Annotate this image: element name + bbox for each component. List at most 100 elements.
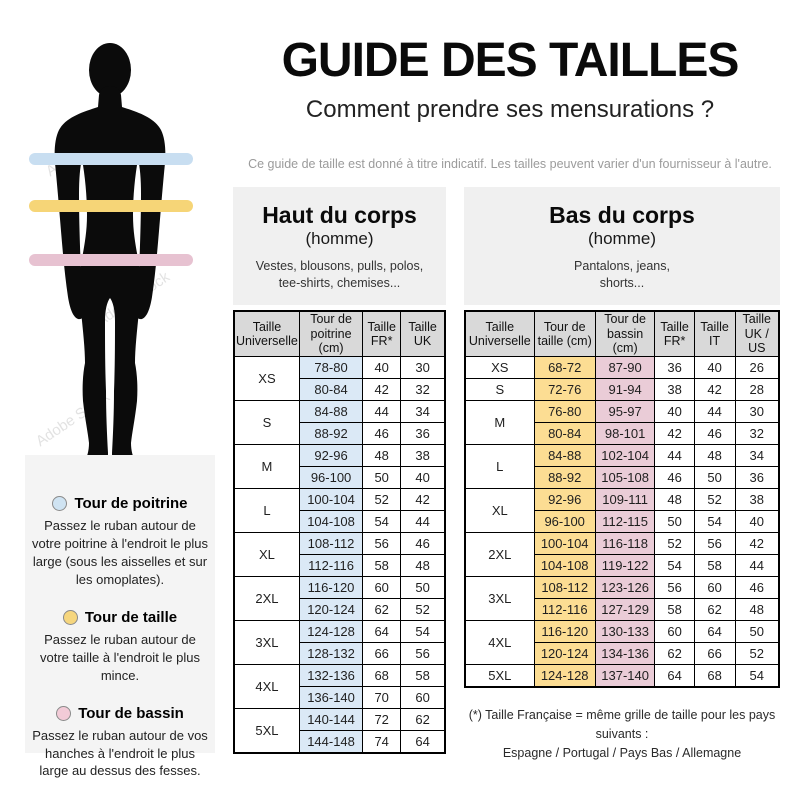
measure-cell: 105-108 (594, 466, 656, 489)
measure-cell: 123-126 (594, 576, 656, 599)
measure-cell: 84-88 (533, 444, 596, 467)
body-silhouette-figure: Adobe Stock Adobe Stock Adobe Stock (5, 10, 220, 480)
measure-cell: 50 (400, 576, 446, 599)
size-row: M 76-80 95-97 40 44 30 (464, 400, 780, 445)
measure-cell: 42 (362, 378, 402, 401)
legend-text: Passez le ruban autour de votre taille à… (39, 631, 200, 683)
measure-cell: 137-140 (594, 664, 656, 688)
measure-cell: 48 (734, 598, 780, 621)
measurement-legend: Tour de poitrine Passez le ruban autour … (25, 455, 215, 778)
measure-cell: 50 (362, 466, 402, 489)
measure-cell: 119-122 (594, 554, 656, 577)
measure-cell: 84-88 (298, 400, 364, 423)
size-row: 144-148 74 64 (234, 730, 446, 754)
measure-cell: 112-116 (298, 554, 364, 577)
measure-cell: 44 (654, 444, 695, 467)
measure-cell: 68 (362, 664, 402, 687)
measure-cell: 132-136 (298, 664, 364, 687)
universal-size-cell: S (233, 400, 300, 445)
measure-cell: 100-104 (533, 532, 596, 555)
measure-cell: 56 (400, 642, 446, 665)
lower-panel-title: Bas du corps (549, 202, 695, 228)
measure-cell: 34 (734, 444, 780, 467)
measure-cell: 50 (734, 620, 780, 643)
footnote-line2: Espagne / Portugal / Pays Bas / Allemagn… (502, 745, 742, 760)
measure-cell: 140-144 (298, 708, 364, 731)
disclaimer-text: Ce guide de taille est donné à titre ind… (248, 157, 772, 171)
size-row: 112-116 58 48 (234, 554, 446, 577)
measure-cell: 48 (654, 488, 695, 511)
universal-size-cell: XL (464, 488, 535, 533)
measure-cell: 96-100 (533, 510, 596, 533)
page-subtitle: Comment prendre ses mensurations ? (305, 96, 715, 124)
measure-cell: 54 (734, 664, 780, 688)
measure-cell: 42 (654, 422, 695, 445)
column-header: Taille Universelle (233, 310, 300, 357)
size-row: 96-100 112-115 50 54 40 (465, 510, 780, 533)
measure-cell: 54 (400, 620, 446, 643)
universal-size-cell: 3XL (233, 620, 300, 665)
measure-cell: 56 (693, 532, 736, 555)
footnote-line1: (*) Taille Française = même grille de ta… (468, 708, 776, 741)
universal-size-cell: 2XL (464, 532, 535, 577)
upper-panel-gender: (homme) (305, 229, 374, 248)
measure-cell: 46 (400, 532, 446, 555)
measure-cell: 144-148 (298, 730, 364, 754)
universal-size-cell: 4XL (233, 664, 300, 709)
measure-cell: 100-104 (298, 488, 364, 511)
measure-cell: 34 (400, 400, 446, 423)
measure-cell: 120-124 (298, 598, 364, 621)
waist-measure-band (29, 200, 193, 212)
chest-measure-band (29, 153, 193, 165)
legend-text: Passez le ruban autour de votre poitrine… (32, 518, 208, 587)
size-row: 5XL 124-128 137-140 64 68 54 (464, 664, 780, 688)
measure-cell: 74 (362, 730, 402, 754)
size-row: XS 78-80 40 30 (233, 356, 446, 401)
column-header: Taille UK / US (734, 310, 780, 357)
measure-cell: 64 (693, 620, 736, 643)
measure-cell: 120-124 (533, 642, 596, 665)
column-header: Taille Universelle (464, 310, 535, 357)
universal-size-cell: 5XL (464, 664, 535, 688)
measure-cell: 60 (362, 576, 402, 599)
measure-cell: 40 (734, 510, 780, 533)
legend-title: Tour de poitrine (74, 495, 188, 512)
measure-cell: 38 (400, 444, 446, 467)
universal-size-cell: M (464, 400, 535, 445)
measure-cell: 32 (734, 422, 780, 445)
measure-cell: 42 (734, 532, 780, 555)
measure-cell: 62 (362, 598, 402, 621)
measure-cell: 46 (654, 466, 695, 489)
measure-cell: 48 (400, 554, 446, 577)
size-row: 3XL 108-112 123-126 56 60 46 (464, 576, 780, 621)
measure-cell: 54 (654, 554, 695, 577)
measure-cell: 58 (693, 554, 736, 577)
measure-cell: 116-120 (298, 576, 364, 599)
measure-cell: 48 (362, 444, 402, 467)
measure-cell: 88-92 (298, 422, 364, 445)
measure-cell: 68 (693, 664, 736, 688)
column-header: Tour de bassin (cm) (594, 310, 656, 357)
measure-cell: 42 (400, 488, 446, 511)
measure-cell: 136-140 (298, 686, 364, 709)
measure-cell: 80-84 (533, 422, 596, 445)
measure-cell: 46 (362, 422, 402, 445)
measure-cell: 62 (693, 598, 736, 621)
measure-cell: 60 (400, 686, 446, 709)
footnote: (*) Taille Française = même grille de ta… (460, 706, 784, 762)
measure-cell: 38 (734, 488, 780, 511)
measure-cell: 80-84 (298, 378, 364, 401)
measure-cell: 116-120 (533, 620, 596, 643)
measure-cell: 102-104 (594, 444, 656, 467)
column-header: Taille IT (693, 310, 736, 357)
legend-text: Passez le ruban autour de vos hanches à … (32, 727, 208, 779)
measure-cell: 62 (654, 642, 695, 665)
measure-cell: 54 (693, 510, 736, 533)
lower-body-panel: Bas du corps (homme) Pantalons, jeans, s… (464, 187, 780, 305)
measure-cell: 64 (400, 730, 446, 754)
measure-cell: 116-118 (594, 532, 656, 555)
measure-cell: 87-90 (594, 356, 656, 379)
measure-cell: 44 (734, 554, 780, 577)
measure-cell: 92-96 (298, 444, 364, 467)
